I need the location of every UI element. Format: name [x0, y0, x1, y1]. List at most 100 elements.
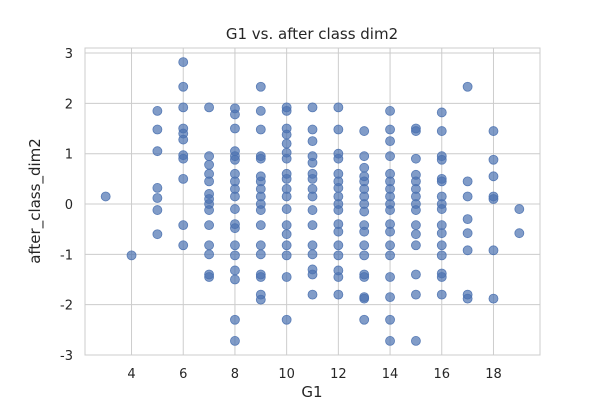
- data-point: [204, 240, 214, 251]
- data-point: [126, 250, 137, 261]
- data-point: [385, 240, 395, 251]
- data-point: [281, 220, 292, 231]
- data-point: [436, 126, 447, 136]
- data-point: [411, 126, 421, 136]
- data-point: [488, 245, 499, 256]
- data-point: [359, 293, 370, 304]
- data-point: [385, 151, 395, 162]
- data-point: [436, 228, 447, 239]
- plot-area: [84, 47, 541, 356]
- data-point: [230, 274, 240, 285]
- data-point: [359, 206, 370, 217]
- data-point: [436, 176, 447, 187]
- data-point: [178, 240, 189, 251]
- data-point: [307, 173, 318, 184]
- data-point: [152, 124, 163, 135]
- data-point: [411, 289, 421, 300]
- data-point: [230, 109, 240, 120]
- data-point: [488, 293, 499, 304]
- data-point: [333, 183, 344, 193]
- data-point: [281, 153, 292, 164]
- data-point: [333, 289, 344, 300]
- data-point: [178, 153, 189, 164]
- data-point: [307, 269, 318, 280]
- data-point: [204, 249, 214, 260]
- data-point: [333, 240, 344, 251]
- x-tick-label: 6: [179, 367, 187, 382]
- data-point: [436, 250, 447, 261]
- y-tick-label: 2: [65, 97, 73, 112]
- y-tick-label: 3: [65, 47, 73, 62]
- data-point: [385, 226, 395, 237]
- data-point: [411, 220, 421, 231]
- data-point: [204, 205, 214, 215]
- data-point: [359, 151, 370, 162]
- data-point: [178, 81, 189, 92]
- data-point: [333, 205, 344, 215]
- data-point: [178, 220, 189, 231]
- data-points: [100, 57, 525, 346]
- data-point: [307, 124, 318, 135]
- x-tick-label: 8: [231, 367, 239, 382]
- data-point: [359, 240, 370, 251]
- data-point: [230, 154, 240, 165]
- y-tick-label: -3: [60, 349, 73, 364]
- data-point: [178, 173, 189, 184]
- x-axis-title: G1: [301, 383, 322, 400]
- data-point: [204, 220, 214, 231]
- data-point: [411, 205, 421, 215]
- data-point: [178, 134, 189, 145]
- data-point: [436, 204, 447, 214]
- data-point: [255, 106, 266, 116]
- data-point: [281, 106, 292, 116]
- data-point: [255, 124, 266, 135]
- data-point: [514, 228, 525, 239]
- data-point: [359, 226, 370, 237]
- data-point: [359, 250, 370, 261]
- data-point: [255, 240, 266, 251]
- x-tick-label: 16: [433, 367, 450, 382]
- data-point: [385, 205, 395, 215]
- data-point: [178, 57, 189, 67]
- x-tick-label: 4: [127, 367, 135, 382]
- data-point: [204, 151, 214, 162]
- data-point: [230, 240, 240, 251]
- data-point: [385, 124, 395, 135]
- data-point: [152, 229, 163, 240]
- data-point: [488, 126, 499, 136]
- y-tick-label: -2: [60, 299, 73, 314]
- data-point: [204, 159, 214, 170]
- data-point: [230, 123, 240, 134]
- data-point: [230, 204, 240, 214]
- data-point: [385, 314, 395, 325]
- data-point: [436, 154, 447, 165]
- data-point: [281, 204, 292, 214]
- data-point: [359, 162, 370, 173]
- data-point: [436, 272, 447, 282]
- data-point: [255, 205, 266, 215]
- data-point: [281, 129, 292, 140]
- data-point: [307, 102, 318, 113]
- y-tick-labels: -3 -2 -1 0 1 2 3: [60, 47, 73, 364]
- data-point: [307, 249, 318, 260]
- x-tick-label: 18: [485, 367, 502, 382]
- data-point: [152, 146, 163, 157]
- data-point: [307, 289, 318, 300]
- data-point: [333, 272, 344, 282]
- y-tick-label: 1: [65, 148, 73, 163]
- data-point: [152, 106, 163, 116]
- data-point: [255, 220, 266, 231]
- data-point: [462, 293, 473, 304]
- data-point: [255, 272, 266, 282]
- data-point: [333, 102, 344, 113]
- x-tick-label: 10: [278, 367, 295, 382]
- data-point: [359, 272, 370, 282]
- data-point: [436, 107, 447, 118]
- data-point: [462, 176, 473, 187]
- data-point: [281, 173, 292, 184]
- data-point: [152, 193, 163, 203]
- data-point: [488, 154, 499, 165]
- data-point: [411, 336, 421, 346]
- data-point: [462, 191, 473, 202]
